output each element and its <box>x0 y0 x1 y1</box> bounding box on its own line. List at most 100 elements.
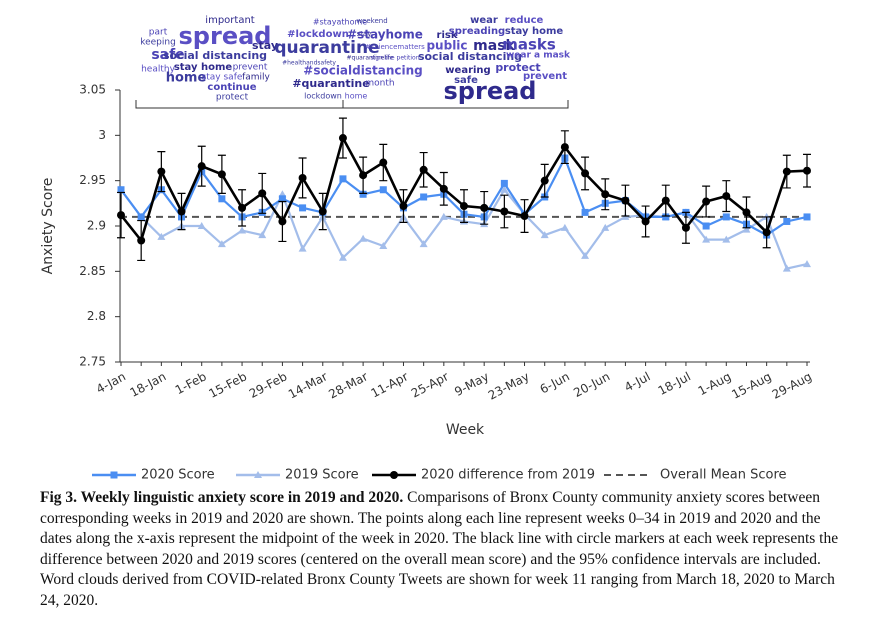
cloud-word: quarantine <box>274 38 379 58</box>
x-tick-label: 9-May <box>452 369 491 399</box>
cloud-word: healthy <box>141 65 175 75</box>
y-tick-label: 2.85 <box>79 264 106 278</box>
x-tick-label: 23-May <box>486 369 532 402</box>
cloud-word: #stayathome <box>313 18 367 27</box>
x-tick-label: 4-Jan <box>94 369 128 396</box>
point <box>338 134 347 143</box>
point <box>299 204 307 212</box>
cloud-word: keeping <box>140 38 176 48</box>
point <box>783 217 791 225</box>
cloud-word: weekend <box>356 17 387 25</box>
cloud-word: wear a mask <box>506 51 571 61</box>
point <box>702 222 710 230</box>
point <box>581 208 589 216</box>
cloud-word: social distancing <box>418 50 522 63</box>
point <box>439 212 448 220</box>
cloud-word: sign the petition <box>370 55 419 62</box>
point <box>581 169 590 178</box>
x-tick-label: 15-Feb <box>206 369 249 401</box>
point <box>258 231 267 239</box>
cloud-word: stay home <box>174 62 233 73</box>
y-axis-label: Anxiety Score <box>40 178 56 275</box>
point <box>379 241 388 249</box>
point <box>722 235 731 243</box>
point <box>157 232 166 240</box>
x-tick-label: 1-Aug <box>696 369 734 398</box>
point <box>419 165 428 174</box>
cloud-word: continue <box>207 82 256 93</box>
cloud-word: wear <box>470 15 498 26</box>
point <box>782 264 791 272</box>
point <box>722 192 731 201</box>
cloud-word: mask <box>473 38 515 54</box>
x-tick-label: 4-Jul <box>622 369 653 394</box>
cloud-word: risk <box>437 30 458 41</box>
point <box>742 208 751 217</box>
y-tick-label: 3.05 <box>79 83 106 97</box>
point <box>390 471 398 479</box>
cloud-word: social distancing <box>163 49 267 62</box>
cloud-word: wearing <box>445 65 490 76</box>
y-tick-label: 2.75 <box>79 355 106 369</box>
point <box>702 235 711 243</box>
cloud-word: stay home <box>505 26 564 37</box>
point <box>500 207 509 216</box>
cloud-word: spreading <box>449 26 505 37</box>
point <box>702 197 711 206</box>
point <box>560 223 569 231</box>
cloud-word: protect <box>495 61 540 74</box>
point <box>359 171 368 180</box>
point <box>601 190 610 199</box>
point <box>258 189 267 198</box>
cloud-word: stay safe <box>202 73 243 83</box>
x-tick-label: 29-Aug <box>770 369 814 401</box>
point <box>803 213 811 221</box>
cloud-word: #quarantinelife <box>347 55 394 62</box>
point <box>420 193 428 201</box>
point <box>540 176 549 185</box>
cloud-word: month <box>365 79 394 89</box>
point <box>803 260 811 268</box>
point <box>379 186 387 194</box>
point <box>621 196 630 205</box>
point <box>500 179 508 187</box>
x-tick-label: 25-Apr <box>409 369 451 400</box>
cloud-word: safe <box>454 75 478 86</box>
cloud-word: masks <box>502 36 556 54</box>
cloud-word: #stayhome <box>347 28 423 42</box>
point <box>137 213 145 221</box>
point <box>359 190 367 198</box>
cloud-word: protect <box>216 93 249 103</box>
point <box>722 213 730 221</box>
series <box>117 117 811 262</box>
x-axis-label: Week <box>446 422 485 438</box>
point <box>218 195 226 203</box>
point <box>661 196 670 205</box>
cloud-word: part <box>149 28 168 38</box>
point <box>500 185 509 193</box>
point <box>581 251 590 259</box>
y-tick-label: 2.95 <box>79 173 106 187</box>
point <box>540 231 549 239</box>
point <box>197 162 206 171</box>
x-tick-label: 6-Jun <box>538 369 572 396</box>
y-tick-label: 2.9 <box>87 219 106 233</box>
cloud-bracket <box>135 100 569 109</box>
point <box>339 175 347 183</box>
x-tick-label: 18-Jul <box>656 369 693 398</box>
point <box>238 226 247 234</box>
x-tick-label: 1-Feb <box>173 369 209 397</box>
point <box>278 195 286 203</box>
point <box>419 240 428 248</box>
legend-label: Overall Mean Score <box>660 468 787 483</box>
point <box>318 207 327 216</box>
point <box>278 217 287 226</box>
cloud-word: spread <box>179 22 272 50</box>
cloud-word: prevent <box>523 71 567 82</box>
point <box>460 202 468 211</box>
point <box>601 223 610 231</box>
legend-label: 2020 Score <box>141 468 215 483</box>
cloud-word: #lockdown <box>287 29 349 40</box>
point <box>117 211 125 220</box>
